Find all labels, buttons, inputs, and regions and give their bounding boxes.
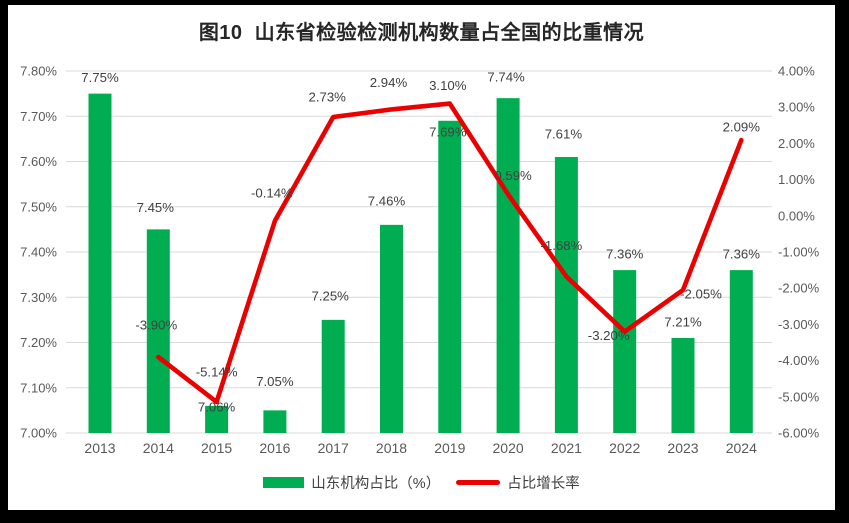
left-axis-tick-label: 7.60% <box>20 154 57 169</box>
bar-label-2013: 7.75% <box>81 70 119 85</box>
bar-2015 <box>205 405 229 433</box>
right-axis-tick-label: 2.00% <box>778 136 815 151</box>
bar-label-2023: 7.21% <box>664 314 702 329</box>
line-label-2015: -5.14% <box>196 364 238 379</box>
line-label-2022: -3.20% <box>588 328 630 343</box>
chart-frame: 图10 山东省检验检测机构数量占全国的比重情况 7.80% 7.70% 7.60% 7… <box>8 5 835 510</box>
right-axis-tick-label: 4.00% <box>778 64 815 79</box>
legend-line-label: 占比增长率 <box>507 476 580 492</box>
bar-label-2014: 7.45% <box>137 200 175 215</box>
x-axis-label-2024: 2024 <box>726 440 757 456</box>
line-label-2017: 2.73% <box>308 89 346 104</box>
bar-2017 <box>321 319 345 433</box>
right-axis-tick-label: -1.00% <box>778 245 820 260</box>
right-axis-tick-label: -5.00% <box>778 389 820 404</box>
x-axis-label-2015: 2015 <box>201 440 232 456</box>
bar-2014 <box>146 229 170 433</box>
growth-rate-line <box>156 101 744 405</box>
line-label-2021: -1.68% <box>541 238 583 253</box>
line-label-2023: -2.05% <box>680 287 722 302</box>
left-axis-tick-label: 7.00% <box>20 426 57 441</box>
line-label-2020: 0.59% <box>494 168 532 183</box>
x-axis-label-2013: 2013 <box>84 440 115 456</box>
left-axis-tick-label: 7.40% <box>20 245 57 260</box>
legend-bar-swatch-icon <box>263 477 305 488</box>
bar-2020 <box>496 98 520 434</box>
bar-label-2022: 7.36% <box>606 247 644 262</box>
left-axis-tick-label: 7.70% <box>20 109 57 124</box>
x-axis-label-2014: 2014 <box>143 440 174 456</box>
bar-2023 <box>671 337 695 433</box>
bar-label-2015: 7.06% <box>198 399 236 414</box>
bar-2013 <box>88 93 112 433</box>
x-axis-label-2023: 2023 <box>667 440 698 456</box>
x-axis-label-2018: 2018 <box>376 440 407 456</box>
left-axis-tick-label: 7.80% <box>20 64 57 79</box>
legend-bar-label: 山东机构占比（%） <box>311 476 441 492</box>
bar-2018 <box>380 224 403 433</box>
right-axis-tick-label: 0.00% <box>778 208 815 223</box>
right-axis-tick-label: 1.00% <box>778 172 815 187</box>
x-axis-label-2017: 2017 <box>318 440 349 456</box>
line-label-2019: 3.10% <box>429 78 467 93</box>
x-axis-label-2019: 2019 <box>434 440 465 456</box>
bar-2019 <box>438 120 462 434</box>
bar-label-2016: 7.05% <box>256 374 294 389</box>
bar-label-2021: 7.61% <box>545 126 583 141</box>
bar-label-2019: 7.69% <box>429 124 467 139</box>
left-axis-tick-label: 7.20% <box>20 335 57 350</box>
x-axis-label-2021: 2021 <box>551 440 582 456</box>
bar-2024 <box>729 270 753 433</box>
left-axis-tick-label: 7.10% <box>20 380 57 395</box>
line-label-2024: 2.09% <box>723 120 761 135</box>
bar-label-2024: 7.36% <box>723 247 761 262</box>
bar-2021 <box>554 156 578 433</box>
x-axis-label-2020: 2020 <box>493 440 524 456</box>
x-axis-label-2016: 2016 <box>259 440 290 456</box>
bar-label-2018: 7.46% <box>368 193 406 208</box>
legend-line-swatch-icon <box>456 480 501 485</box>
x-axis-label-2022: 2022 <box>609 440 640 456</box>
line-label-2016: -0.14% <box>251 185 293 200</box>
right-axis-tick-label: -3.00% <box>778 317 820 332</box>
chart-plot: 7.80% 7.70% 7.60% 7.50% 7.40% 7.30% 7.20% 7.10%… <box>20 64 820 457</box>
bar-2016 <box>263 410 287 433</box>
bar-label-2020: 7.74% <box>487 70 525 85</box>
left-axis-tick-label: 7.30% <box>20 290 57 305</box>
line-label-2018: 2.94% <box>370 75 408 90</box>
chart-legend: 山东机构占比（%） 占比增长率 <box>8 472 835 493</box>
chart-title: 图10 山东省检验检测机构数量占全国的比重情况 <box>198 22 645 44</box>
bar-2022 <box>613 270 637 433</box>
left-axis-tick-label: 7.50% <box>20 199 57 214</box>
right-axis-tick-label: -2.00% <box>778 281 820 296</box>
right-axis-tick-label: -6.00% <box>778 426 820 441</box>
right-axis-tick-label: 3.00% <box>778 100 815 115</box>
line-label-2014: -3.90% <box>135 317 177 332</box>
right-axis-tick-label: -4.00% <box>778 353 820 368</box>
bar-label-2017: 7.25% <box>311 288 349 303</box>
